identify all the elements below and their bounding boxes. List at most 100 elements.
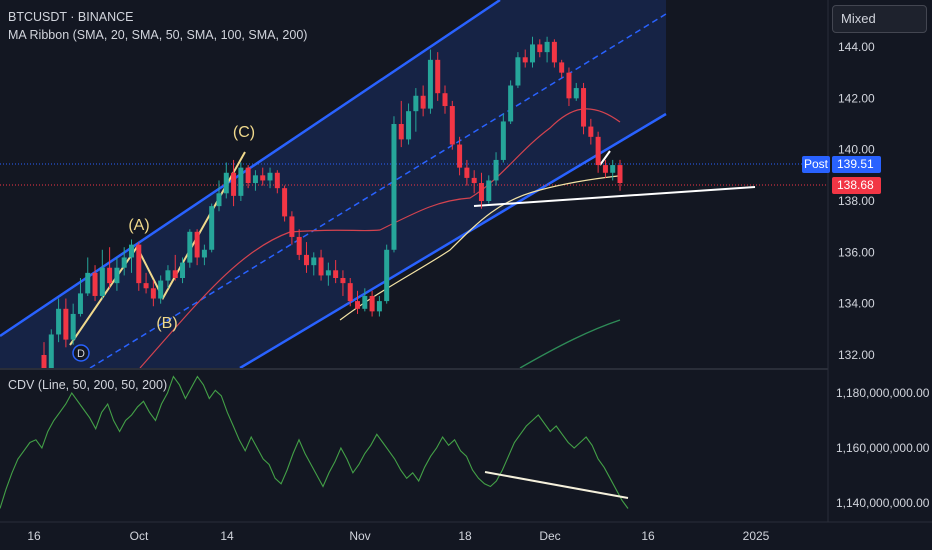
candle-body xyxy=(136,244,142,284)
candle-body xyxy=(464,167,470,178)
cdv-tick-label: 1,140,000,000.00 xyxy=(836,496,930,510)
candle-body xyxy=(559,62,565,73)
price-tick-label: 144.00 xyxy=(838,40,875,54)
candle-body xyxy=(114,267,120,284)
candle-body xyxy=(70,313,76,340)
candle-body xyxy=(369,295,375,312)
time-tick-label: 18 xyxy=(458,529,472,543)
candle-body xyxy=(588,126,594,137)
candle-body xyxy=(376,301,382,312)
candle-body xyxy=(391,124,397,250)
candle-body xyxy=(296,236,302,255)
candle-body xyxy=(537,44,543,53)
wave-c-label: (C) xyxy=(233,124,255,141)
time-tick-label: 16 xyxy=(641,529,655,543)
candle-body xyxy=(413,95,419,112)
candle-body xyxy=(245,167,251,184)
price-tick-label: 134.00 xyxy=(838,297,875,311)
candle-body xyxy=(77,293,83,314)
candle-body xyxy=(143,283,149,289)
candle-body xyxy=(347,283,353,302)
cdv-axis[interactable]: 1,140,000,000.00 1,160,000,000.00 1,180,00… xyxy=(836,386,930,510)
candle-body xyxy=(427,59,433,109)
candle-body xyxy=(551,41,557,63)
candle-body xyxy=(238,167,244,196)
time-tick-label: Oct xyxy=(130,529,149,543)
time-tick-label: Nov xyxy=(349,529,370,543)
candle-body xyxy=(209,206,215,250)
candle-body xyxy=(420,95,426,109)
price-tick-label: 136.00 xyxy=(838,245,875,259)
candle-body xyxy=(508,85,514,122)
candle-body xyxy=(355,301,361,309)
support-trend-line xyxy=(473,186,756,207)
candle-body xyxy=(398,124,404,140)
candle-body xyxy=(486,180,492,201)
time-tick-label: Dec xyxy=(539,529,560,543)
candle-body xyxy=(449,106,455,145)
candle-body xyxy=(471,177,477,184)
candle-body xyxy=(325,270,331,276)
time-tick-label: 14 xyxy=(220,529,234,543)
cdv-pane xyxy=(0,375,629,509)
candle-body xyxy=(500,121,506,160)
candle-body xyxy=(478,183,484,201)
candle-body xyxy=(260,175,266,181)
candle-body xyxy=(303,254,309,266)
symbol-legend[interactable]: BTCUSDT · BINANCE xyxy=(8,10,134,24)
candle-body xyxy=(41,355,47,368)
candle-body xyxy=(311,257,317,266)
candle-body xyxy=(56,308,62,335)
candle-body xyxy=(573,88,579,99)
candle-body xyxy=(48,334,54,368)
cdv-tick-label: 1,180,000,000.00 xyxy=(836,386,930,400)
candle-body xyxy=(85,272,91,294)
time-tick-label: 2025 xyxy=(743,529,770,543)
candle-body xyxy=(544,41,550,53)
candle-body xyxy=(158,280,164,299)
candle-body xyxy=(180,262,186,278)
candle-body xyxy=(333,270,339,278)
candle-body xyxy=(362,295,368,309)
wave-a-label: (A) xyxy=(128,217,149,234)
price-tick-label: 140.00 xyxy=(838,143,875,157)
candle-body xyxy=(267,172,273,181)
candle-body xyxy=(216,193,222,207)
price-axis[interactable]: 132.00 134.00 136.00 138.00 140.00 142.00 144.… xyxy=(838,40,875,362)
last-price-tag: 138.68 xyxy=(832,177,881,194)
ma-50-line xyxy=(339,175,619,321)
mixed-mode-button[interactable]: Mixed xyxy=(832,5,927,33)
ma-20-line xyxy=(139,108,621,368)
candle-body xyxy=(340,278,346,284)
candlestick-series xyxy=(41,36,623,368)
time-axis[interactable]: 16 Oct 14 Nov 18 Dec 16 2025 xyxy=(27,529,769,543)
candle-body xyxy=(493,159,499,181)
candle-body xyxy=(442,93,448,107)
candle-body xyxy=(187,231,193,263)
candle-body xyxy=(457,144,463,168)
ma-ribbon-legend[interactable]: MA Ribbon (SMA, 20, SMA, 50, SMA, 100, S… xyxy=(8,28,308,42)
candle-body xyxy=(165,270,171,281)
wave-d-marker-icon xyxy=(72,344,90,362)
candle-body xyxy=(172,270,178,278)
candle-body xyxy=(384,249,390,302)
price-pane xyxy=(0,0,828,368)
candle-body xyxy=(406,111,412,140)
candle-body xyxy=(121,257,127,268)
candle-body xyxy=(602,165,608,173)
post-tag-label: Post xyxy=(802,156,830,173)
breakdown-mark-line xyxy=(599,150,611,166)
channel-lower-line xyxy=(239,112,667,368)
candle-body xyxy=(128,244,134,258)
ma-200-line xyxy=(519,319,621,368)
candle-body xyxy=(522,57,528,63)
candle-body xyxy=(566,72,572,99)
candle-body xyxy=(581,88,587,127)
candle-body xyxy=(435,59,441,94)
wave-b-label: (B) xyxy=(156,315,177,332)
cdv-legend[interactable]: CDV (Line, 50, 200, 50, 200) xyxy=(8,378,168,392)
price-tick-label: 132.00 xyxy=(838,348,875,362)
candle-body xyxy=(610,165,616,173)
candle-body xyxy=(274,172,280,189)
